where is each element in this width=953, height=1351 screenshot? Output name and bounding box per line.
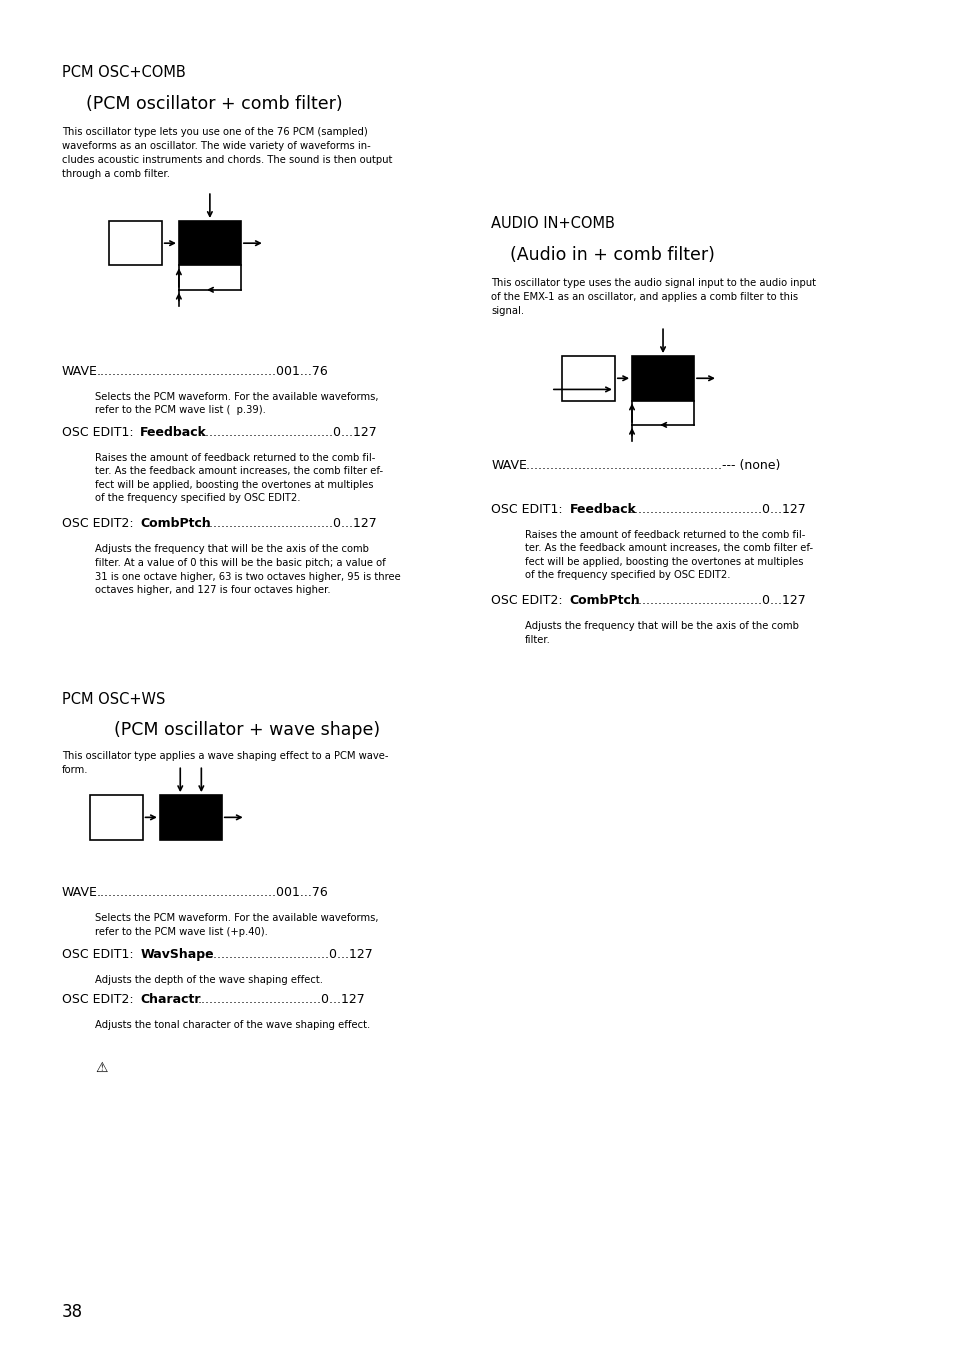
Text: (PCM oscillator + comb filter): (PCM oscillator + comb filter) [86,95,342,112]
Text: (PCM oscillator + wave shape): (PCM oscillator + wave shape) [114,721,380,739]
Text: This oscillator type applies a wave shaping effect to a PCM wave-
form.: This oscillator type applies a wave shap… [62,751,388,775]
Text: CombPtch: CombPtch [140,517,211,531]
Text: OSC EDIT2:: OSC EDIT2: [62,517,137,531]
Bar [178,222,240,266]
Text: WAVE: WAVE [62,365,98,378]
Text: AUDIO IN+COMB: AUDIO IN+COMB [491,216,615,231]
Text: 38: 38 [62,1304,83,1321]
Text: ..................................0...127: ..................................0...12… [197,517,376,531]
Text: Feedback: Feedback [140,426,207,439]
Text: WavShape: WavShape [140,948,213,962]
Bar [631,355,693,401]
Text: Feedback: Feedback [569,503,636,516]
Text: PCM OSC+WS: PCM OSC+WS [62,692,165,707]
Text: (Audio in + comb filter): (Audio in + comb filter) [510,246,715,263]
Text: ..................................0...127: ..................................0...12… [626,503,805,516]
Text: ..................................0...127: ..................................0...12… [197,426,376,439]
Bar [561,355,614,401]
Text: Selects the PCM waveform. For the available waveforms,
refer to the PCM wave lis: Selects the PCM waveform. For the availa… [95,392,378,415]
Text: This oscillator type lets you use one of the 76 PCM (sampled)
waveforms as an os: This oscillator type lets you use one of… [62,127,392,178]
Text: ⚠: ⚠ [95,1061,108,1074]
Text: OSC EDIT2:: OSC EDIT2: [491,594,566,608]
Text: Charactr: Charactr [140,993,200,1006]
Text: Adjusts the tonal character of the wave shaping effect.: Adjusts the tonal character of the wave … [95,1020,371,1029]
Text: Adjusts the frequency that will be the axis of the comb
filter.: Adjusts the frequency that will be the a… [524,621,798,644]
Text: .............................................001...76: ........................................… [96,886,328,900]
Text: This oscillator type uses the audio signal input to the audio input
of the EMX-1: This oscillator type uses the audio sign… [491,278,816,316]
Text: PCM OSC+COMB: PCM OSC+COMB [62,65,186,80]
Text: OSC EDIT1:: OSC EDIT1: [62,426,137,439]
Text: WAVE: WAVE [62,886,98,900]
Text: .............................................001...76: ........................................… [96,365,328,378]
Bar [159,794,221,839]
Text: OSC EDIT2:: OSC EDIT2: [62,993,137,1006]
Text: ...............................0...127: ...............................0...127 [197,993,365,1006]
Text: .................................................--- (none): ........................................… [525,459,780,473]
Text: Adjusts the frequency that will be the axis of the comb
filter. At a value of 0 : Adjusts the frequency that will be the a… [95,544,400,596]
Bar [91,794,143,839]
Text: WAVE: WAVE [491,459,527,473]
Text: OSC EDIT1:: OSC EDIT1: [62,948,137,962]
Bar [109,222,161,266]
Text: .................................0...127: .................................0...127 [197,948,373,962]
Text: Selects the PCM waveform. For the available waveforms,
refer to the PCM wave lis: Selects the PCM waveform. For the availa… [95,913,378,936]
Text: ..................................0...127: ..................................0...12… [626,594,805,608]
Text: Adjusts the depth of the wave shaping effect.: Adjusts the depth of the wave shaping ef… [95,975,323,985]
Text: Raises the amount of feedback returned to the comb fil-
ter. As the feedback amo: Raises the amount of feedback returned t… [95,453,383,504]
Text: CombPtch: CombPtch [569,594,639,608]
Text: OSC EDIT1:: OSC EDIT1: [491,503,566,516]
Text: Raises the amount of feedback returned to the comb fil-
ter. As the feedback amo: Raises the amount of feedback returned t… [524,530,812,581]
